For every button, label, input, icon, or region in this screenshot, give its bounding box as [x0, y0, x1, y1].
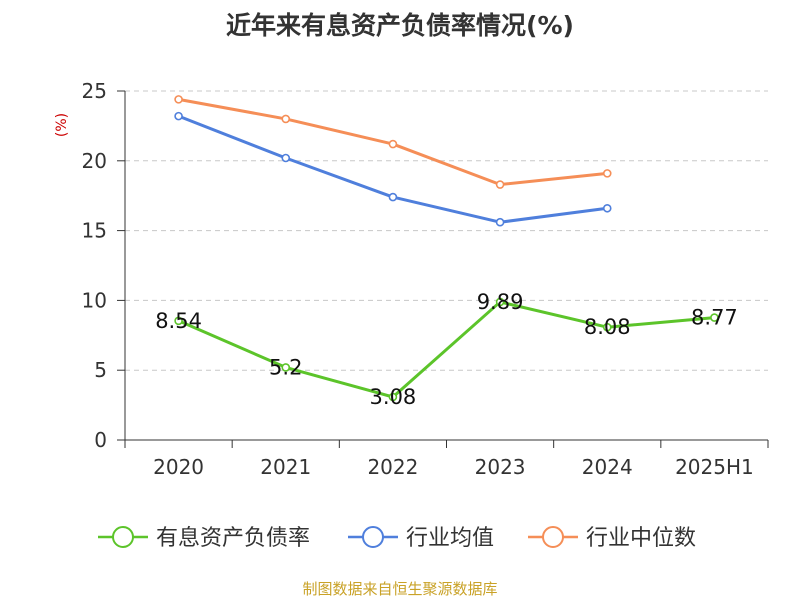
series-line-0 [177, 300, 715, 399]
axes: 0 5 10 15 20 25 2020 2021 2022 2023 2024 2025H1 [82, 79, 769, 479]
data-label: 8.08 [584, 315, 631, 339]
x-tick-label: 2024 [582, 455, 633, 479]
y-tick-label: 0 [94, 428, 107, 452]
source-note: 制图数据来自恒生聚源数据库 [302, 580, 497, 598]
data-point [281, 153, 291, 163]
data-point [174, 316, 183, 326]
legend-marker-icon [112, 526, 134, 548]
legend[interactable]: 有息资产负债率 行业均值 行业中位数 [98, 526, 696, 551]
data-label: 8.77 [691, 306, 738, 330]
data-point [388, 192, 398, 202]
y-tick-label: 25 [82, 79, 107, 103]
legend-label: 行业中位数 [586, 526, 696, 551]
x-tick-label: 2021 [260, 455, 311, 479]
data-point [174, 95, 183, 104]
legend-item-0[interactable]: 有息资产负债率 [98, 526, 310, 551]
legend-item-1[interactable]: 行业均值 [348, 526, 494, 551]
data-point [281, 114, 291, 124]
data-point [495, 180, 505, 189]
legend-label: 有息资产负债率 [156, 526, 310, 551]
data-point [281, 363, 291, 372]
y-tick-label: 15 [82, 219, 107, 243]
data-label: 9.89 [477, 290, 524, 314]
data-point [710, 313, 719, 322]
legend-item-2[interactable]: 行业中位数 [528, 526, 696, 551]
chart-title: 近年来有息资产负债率情况(%) [226, 11, 574, 40]
data-point [388, 392, 398, 402]
data-point [602, 203, 612, 213]
x-tick-label: 2023 [475, 455, 526, 479]
y-axis-label: (%) [54, 113, 70, 137]
data-label: 5.2 [269, 355, 302, 379]
legend-marker-icon [362, 526, 384, 548]
legend-label: 行业均值 [406, 526, 494, 551]
data-point [602, 322, 612, 332]
x-tick-label: 2020 [153, 455, 204, 479]
data-label: 8.54 [155, 309, 202, 333]
data-point [174, 111, 183, 121]
data-point [495, 297, 505, 307]
data-labels: 8.54 5.2 3.08 9.89 8.08 8.77 [155, 290, 738, 409]
data-label: 3.08 [370, 385, 417, 409]
data-point [602, 169, 612, 178]
y-tick-label: 5 [94, 358, 107, 382]
data-point [388, 139, 398, 149]
x-tick-label: 2025H1 [675, 455, 754, 479]
y-tick-label: 20 [82, 149, 107, 173]
series-layer [174, 95, 719, 402]
data-point [495, 217, 505, 227]
y-tick-label: 10 [82, 288, 107, 312]
grid-lines [125, 90, 768, 371]
legend-marker-icon [542, 526, 564, 548]
x-tick-label: 2022 [367, 455, 418, 479]
series-line-1 [178, 114, 608, 224]
